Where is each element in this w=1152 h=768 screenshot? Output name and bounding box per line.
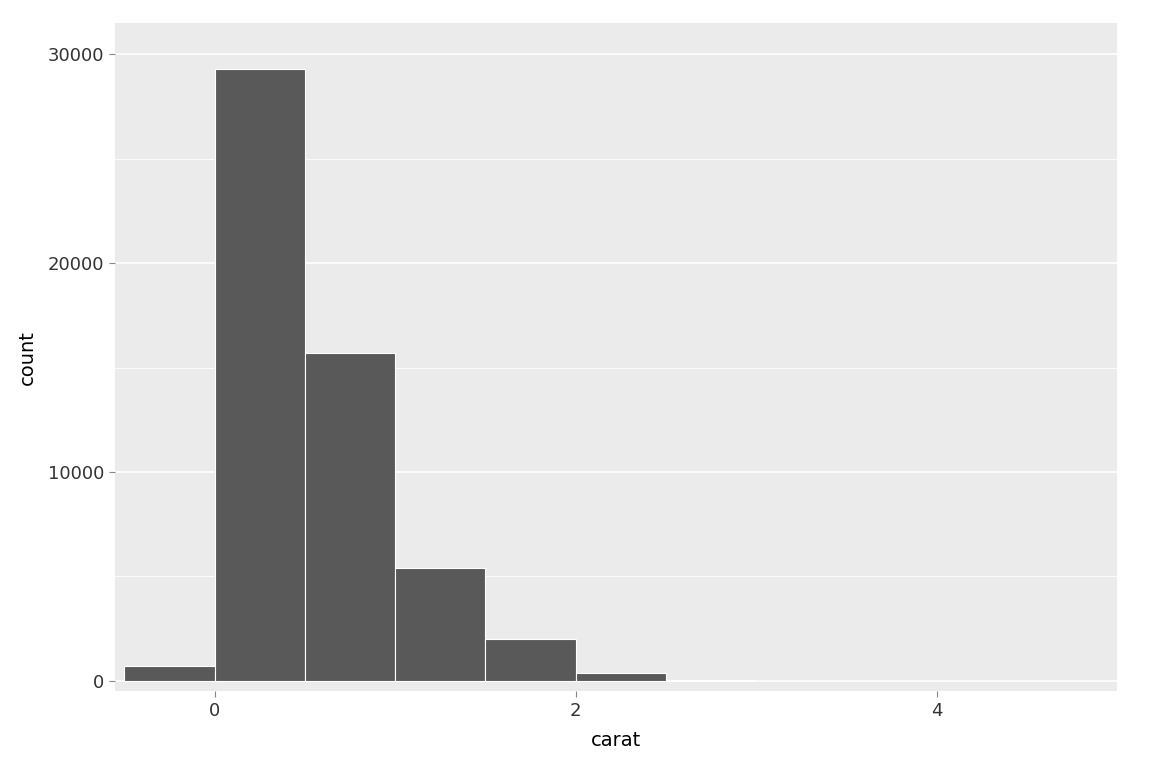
X-axis label: carat: carat [591, 731, 642, 750]
Bar [214, 69, 305, 680]
Bar [124, 666, 214, 680]
Bar [576, 674, 666, 680]
Bar [305, 353, 395, 680]
Bar [485, 639, 576, 680]
Y-axis label: count: count [17, 329, 37, 385]
Bar [395, 568, 485, 680]
